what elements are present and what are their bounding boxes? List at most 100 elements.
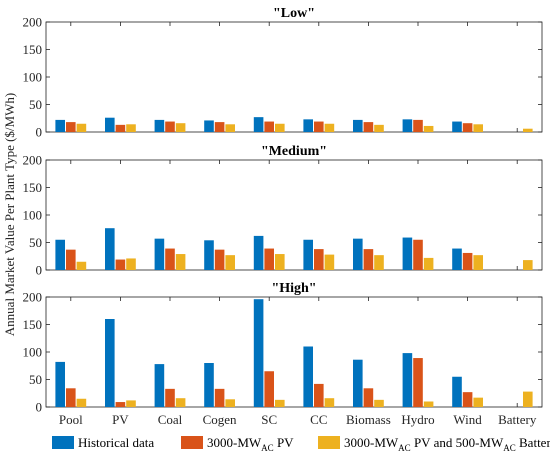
bar-pv_battery-cogen [225, 255, 235, 270]
x-tick-label: CC [310, 412, 327, 427]
bar-pv-biomass [363, 122, 374, 132]
bar-pv_battery-pv [126, 124, 136, 132]
panel-3: "High" 0 50 100 150 200 [23, 281, 543, 415]
bar-pv-coal [165, 388, 175, 407]
bar-pv_battery-coal [175, 123, 186, 132]
bar-pv-cogen [214, 122, 225, 132]
bar-pv-pool [66, 388, 76, 407]
bar-historical-coal [154, 364, 165, 407]
bar-pv-wind [462, 392, 473, 407]
legend-swatch-pv_battery [318, 436, 340, 449]
bar-historical-biomass [353, 238, 363, 270]
bar-pv-cogen [214, 388, 225, 407]
x-tick-label: Hydro [401, 412, 434, 427]
y-tick-label: 100 [23, 345, 43, 360]
bar-pv_battery-battery [523, 391, 533, 407]
bar-pv-hydro [413, 119, 423, 132]
x-tick-label: PV [112, 412, 129, 427]
x-tick-label: SC [261, 412, 277, 427]
bar-historical-sc [253, 117, 264, 132]
bar-pv-biomass [363, 388, 374, 407]
bar-pv-cogen [214, 249, 225, 270]
bar-pv_battery-pool [76, 123, 87, 132]
bar-pv-cc [314, 121, 324, 132]
panel-frame [45, 296, 543, 408]
panel-title: "Medium" [261, 144, 327, 159]
bar-pv_battery-cc [324, 398, 335, 407]
legend-label-pv_battery: 3000-MWAC PV and 500-MWAC Battery [344, 435, 550, 453]
bar-pv_battery-coal [175, 254, 186, 270]
bar-pv_battery-cc [324, 254, 335, 270]
y-tick-label: 150 [23, 180, 43, 195]
y-tick-label: 200 [23, 290, 43, 305]
x-tick-label: Biomass [346, 412, 391, 427]
bar-pv_battery-biomass [374, 399, 384, 407]
y-axis-label: Annual Market Value Per Plant Type ($/MW… [2, 93, 17, 336]
bar-historical-cogen [204, 240, 214, 270]
legend-swatch-pv [181, 436, 203, 449]
legend-swatch-historical [52, 436, 74, 449]
bar-pv-wind [462, 123, 473, 132]
x-tick-label: Battery [498, 412, 537, 427]
y-tick-label: 200 [23, 15, 43, 30]
bar-pv-cc [314, 249, 324, 270]
y-tick-label: 150 [23, 42, 43, 57]
bar-pv_battery-cogen [225, 399, 235, 407]
bar-pv_battery-hydro [423, 257, 434, 270]
bar-historical-hydro [402, 353, 413, 407]
bar-pv_battery-biomass [374, 255, 384, 270]
bar-historical-pv [105, 117, 115, 132]
bar-pv-biomass [363, 249, 374, 270]
bar-pv-coal [165, 121, 175, 132]
bar-pv_battery-hydro [423, 401, 434, 407]
y-tick-label: 150 [23, 317, 43, 332]
bar-pv_battery-sc [275, 254, 285, 270]
bar-pv-wind [462, 252, 473, 270]
legend-label-pv: 3000-MWAC PV [207, 435, 294, 453]
bar-historical-sc [253, 299, 264, 407]
x-tick-label: Wind [453, 412, 482, 427]
bar-historical-biomass [353, 119, 363, 132]
bar-pv_battery-hydro [423, 125, 434, 132]
bar-historical-sc [253, 235, 264, 270]
bar-pv_battery-wind [473, 397, 483, 407]
bar-pv_battery-pool [76, 398, 87, 407]
y-tick-label: 100 [23, 208, 43, 223]
bar-pv-hydro [413, 358, 423, 407]
bar-pv-sc [264, 371, 274, 407]
bar-pv_battery-biomass [374, 124, 384, 132]
panel-title: "Low" [273, 6, 315, 21]
bar-pv_battery-pool [76, 261, 87, 270]
bar-pv-sc [264, 121, 274, 132]
bar-historical-wind [452, 121, 462, 132]
bar-pv_battery-sc [275, 399, 285, 407]
bar-pv_battery-pv [126, 258, 136, 270]
panel-1: "Low" 0 50 100 150 200 [23, 6, 543, 140]
bar-pv_battery-sc [275, 123, 285, 132]
y-tick-label: 100 [23, 70, 43, 85]
y-tick-label: 200 [23, 153, 43, 168]
bar-pv_battery-battery [523, 128, 533, 132]
bar-historical-coal [154, 238, 165, 270]
bar-historical-pool [55, 361, 65, 407]
bar-historical-coal [154, 119, 165, 132]
bar-pv-pv [115, 124, 126, 132]
bar-historical-biomass [353, 359, 363, 407]
bar-historical-pv [105, 228, 115, 270]
bar-pv_battery-wind [473, 124, 483, 132]
bar-pv-hydro [413, 239, 423, 270]
bar-pv_battery-coal [175, 398, 186, 407]
bar-historical-pool [55, 239, 65, 270]
y-tick-label: 50 [29, 235, 42, 250]
panel-frame [45, 21, 543, 133]
y-tick-label: 0 [36, 263, 43, 278]
bar-historical-cc [303, 239, 313, 270]
bar-pv-pv [115, 259, 126, 270]
bar-pv-sc [264, 248, 274, 270]
y-tick-label: 50 [29, 97, 42, 112]
bar-historical-wind [452, 376, 462, 407]
x-tick-label: Cogen [203, 412, 237, 427]
y-tick-label: 50 [29, 372, 42, 387]
bar-pv-coal [165, 248, 175, 270]
